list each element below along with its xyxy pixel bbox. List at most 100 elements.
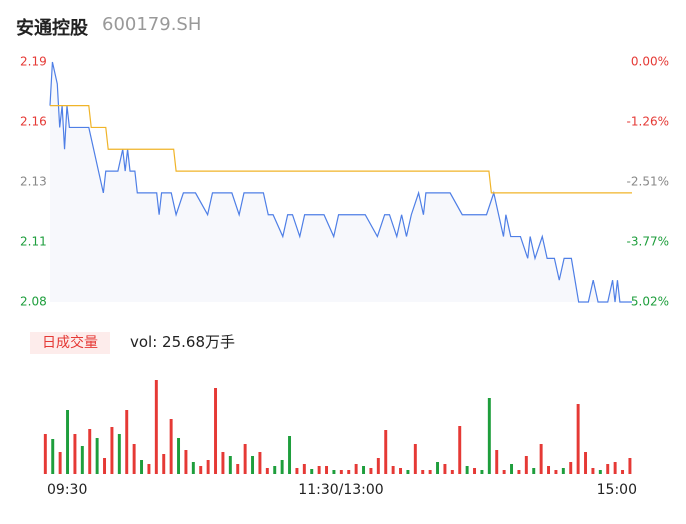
volume-bar bbox=[199, 466, 203, 474]
y-tick-label: 2.11 bbox=[20, 235, 47, 249]
volume-bar bbox=[584, 452, 588, 474]
x-tick-label: 09:30 bbox=[47, 482, 87, 498]
volume-bar bbox=[576, 404, 580, 474]
volume-bar bbox=[154, 380, 158, 474]
volume-bar bbox=[539, 444, 543, 474]
volume-bar bbox=[325, 466, 329, 474]
x-tick-label: 11:30/13:00 bbox=[298, 482, 383, 498]
volume-bar bbox=[339, 470, 343, 474]
volume-bar bbox=[214, 388, 218, 474]
stock-name: 安通控股 bbox=[16, 18, 88, 39]
volume-bar bbox=[613, 462, 617, 474]
volume-bar bbox=[487, 398, 491, 474]
volume-bar bbox=[80, 446, 84, 474]
volume-bar bbox=[591, 468, 595, 474]
volume-bar bbox=[288, 436, 292, 474]
volume-bar bbox=[191, 462, 195, 474]
volume-bar bbox=[162, 454, 166, 474]
y-tick-label: 2.08 bbox=[20, 295, 47, 309]
volume-bar bbox=[502, 470, 506, 474]
volume-bar bbox=[273, 466, 277, 474]
volume-bar bbox=[251, 456, 255, 474]
average-line bbox=[50, 105, 632, 194]
volume-bar bbox=[628, 458, 632, 474]
price-line bbox=[49, 61, 632, 303]
volume-bar bbox=[169, 419, 173, 474]
volume-bar bbox=[140, 460, 144, 474]
volume-bar bbox=[51, 439, 55, 474]
volume-bar bbox=[524, 456, 528, 474]
volume-bar bbox=[95, 438, 99, 474]
volume-bar bbox=[532, 468, 536, 474]
volume-bar bbox=[495, 450, 499, 474]
price-area bbox=[50, 62, 632, 302]
volume-bar bbox=[258, 452, 262, 474]
volume-total: vol: 25.68万手 bbox=[130, 333, 235, 351]
volume-bar bbox=[354, 464, 358, 474]
volume-bar bbox=[465, 466, 469, 474]
volume-bar bbox=[317, 466, 321, 474]
volume-bar bbox=[569, 462, 573, 474]
y-tick-label: 2.13 bbox=[20, 175, 47, 189]
volume-bar bbox=[443, 464, 447, 474]
volume-bar bbox=[66, 410, 70, 474]
x-tick-label: 15:00 bbox=[597, 482, 637, 498]
volume-bar bbox=[177, 438, 181, 474]
volume-bar bbox=[295, 468, 299, 474]
volume-bar bbox=[598, 470, 602, 474]
volume-bar bbox=[473, 468, 477, 474]
volume-bar bbox=[280, 460, 284, 474]
stock-code: 600179.SH bbox=[102, 14, 202, 35]
volume-bar bbox=[480, 470, 484, 474]
volume-bar bbox=[125, 410, 129, 474]
volume-bar bbox=[184, 450, 188, 474]
volume-bar bbox=[73, 434, 77, 474]
volume-bar bbox=[228, 456, 232, 474]
volume-bar bbox=[302, 464, 306, 474]
volume-bar bbox=[547, 466, 551, 474]
volume-bar bbox=[399, 468, 403, 474]
volume-bar bbox=[110, 427, 114, 474]
volume-bar bbox=[384, 430, 388, 474]
volume-bar bbox=[58, 452, 62, 474]
volume-bar bbox=[43, 434, 47, 474]
volume-bar bbox=[369, 468, 373, 474]
volume-bar bbox=[147, 464, 151, 474]
volume-bar bbox=[554, 470, 558, 474]
volume-bar bbox=[132, 444, 136, 474]
volume-bar bbox=[103, 458, 107, 474]
y-tick-label: 2.19 bbox=[20, 55, 47, 69]
volume-bar bbox=[88, 429, 92, 474]
y-tick-label: 2.16 bbox=[20, 115, 47, 129]
volume-bar bbox=[458, 426, 462, 474]
volume-bar bbox=[561, 468, 565, 474]
volume-bar bbox=[391, 466, 395, 474]
y2-tick-label: 0.00% bbox=[631, 55, 669, 69]
volume-bar bbox=[621, 470, 625, 474]
volume-bar bbox=[332, 470, 336, 474]
volume-bar bbox=[413, 444, 417, 474]
volume-bar bbox=[236, 464, 240, 474]
y2-tick-label: -5.02% bbox=[627, 295, 669, 309]
volume-bar bbox=[450, 470, 454, 474]
volume-badge: 日成交量 bbox=[30, 332, 110, 354]
volume-bar bbox=[428, 470, 432, 474]
volume-bar bbox=[117, 434, 121, 474]
volume-bar bbox=[206, 460, 210, 474]
volume-bar bbox=[517, 470, 521, 474]
volume-bar bbox=[510, 464, 514, 474]
volume-bar bbox=[606, 464, 610, 474]
volume-bar bbox=[221, 452, 225, 474]
y2-tick-label: -1.26% bbox=[627, 115, 669, 129]
volume-bar bbox=[310, 469, 314, 474]
volume-bar bbox=[362, 466, 366, 474]
volume-bar bbox=[421, 470, 425, 474]
volume-bar bbox=[347, 470, 351, 474]
volume-bar bbox=[243, 444, 247, 474]
y2-tick-label: -2.51% bbox=[627, 175, 669, 189]
volume-bar bbox=[406, 470, 410, 474]
volume-bar bbox=[376, 458, 380, 474]
y2-tick-label: -3.77% bbox=[627, 235, 669, 249]
